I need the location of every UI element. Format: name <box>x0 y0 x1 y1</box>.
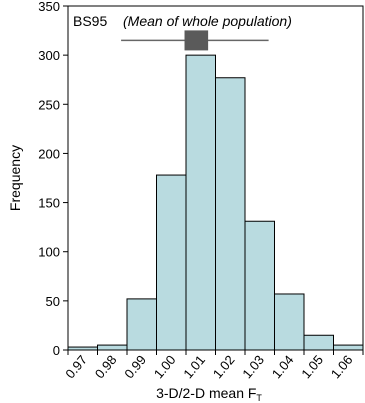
x-tick-label: 1.03 <box>239 352 267 381</box>
x-tick-label: 1.06 <box>328 352 356 381</box>
x-tick-label: 1.01 <box>180 352 208 381</box>
range-marker <box>121 30 269 51</box>
y-tick-label: 250 <box>38 97 60 112</box>
histogram-bar <box>244 220 275 351</box>
histogram-bar <box>303 334 334 351</box>
y-tick-label: 300 <box>38 48 60 63</box>
annotation-label: BS95 <box>73 13 107 29</box>
y-axis-ticks: 0 50 100 150 200 250 300 350 <box>38 0 68 358</box>
y-tick-label: 200 <box>38 146 60 161</box>
y-tick-label: 100 <box>38 245 60 260</box>
x-tick-label: 0.97 <box>62 352 90 381</box>
histogram-bar <box>126 298 157 351</box>
y-axis-title: Frequency <box>7 145 23 211</box>
histogram-bar <box>274 293 305 351</box>
x-axis-title-subscript: T <box>256 393 262 403</box>
annotation-note: (Mean of whole population) <box>123 13 292 29</box>
x-tick-label: 1.04 <box>269 352 297 381</box>
x-tick-label: 1.00 <box>151 352 179 381</box>
y-tick-label: 150 <box>38 196 60 211</box>
histogram-bar <box>215 77 246 351</box>
x-tick-label: 1.02 <box>210 352 238 381</box>
y-tick-label: 0 <box>53 343 60 358</box>
x-tick-label: 1.05 <box>298 352 326 381</box>
x-axis-ticks: 0.97 0.98 0.99 1.00 1.01 1.02 1.03 1.04 1.05 1.06 <box>62 350 364 381</box>
y-tick-label: 350 <box>38 0 60 14</box>
mean-marker-box <box>184 30 209 51</box>
bars-group <box>67 54 364 351</box>
x-axis-title-main: 3-D/2-D mean F <box>156 385 256 401</box>
x-tick-label: 0.99 <box>121 352 149 381</box>
y-tick-label: 50 <box>46 294 60 309</box>
x-tick-label: 0.98 <box>92 352 120 381</box>
x-axis-title: 3-D/2-D mean FT <box>156 385 262 403</box>
histogram-bar <box>97 344 128 351</box>
histogram-bar <box>185 54 216 351</box>
histogram-bar <box>156 174 187 351</box>
histogram-bar <box>333 344 364 351</box>
